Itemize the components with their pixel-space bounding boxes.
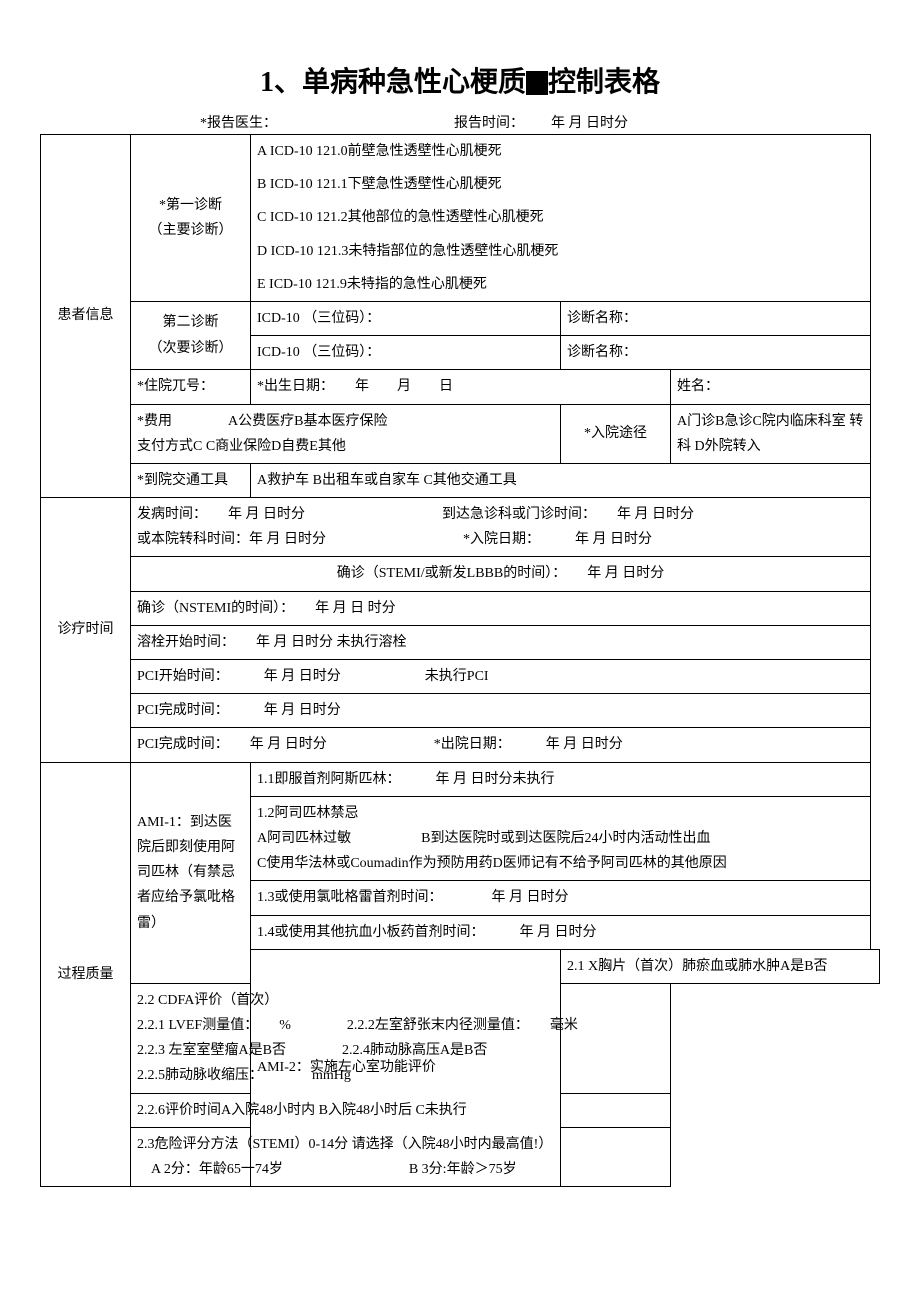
vehicle-opts[interactable]: A救护车 B出租车或自家车 C其他交通工具 bbox=[251, 463, 871, 497]
onset-arrive-row[interactable]: 发病时间： 年 月 日时分 到达急诊科或门诊时间： 年 月 日时分 或本院转科时… bbox=[131, 498, 871, 557]
stemi-confirm-row[interactable]: 确诊（STEMI/或新发LBBB的时间）： 年 月 日时分 bbox=[131, 557, 871, 591]
name-cell[interactable]: 姓名： bbox=[671, 370, 871, 404]
nstemi-confirm-row[interactable]: 确诊（NSTEMI的时间）： 年 月 日 时分 bbox=[131, 591, 871, 625]
report-meta: *报告医生： 报告时间： 年 月 日时分 bbox=[40, 112, 880, 132]
form-table: 患者信息 *第一诊断 （主要诊断） A ICD-10 121.0前壁急性透壁性心… bbox=[40, 134, 880, 1187]
ami1-4[interactable]: 1.4或使用其他抗血小板药首剂时间： 年 月 日时分 bbox=[251, 915, 871, 949]
diag1-b: B ICD-10 121.1下壁急性透壁性心肌梗死 bbox=[251, 168, 871, 201]
ami1-1[interactable]: 1.1即服首剂阿斯匹林： 年 月 日时分未执行 bbox=[251, 762, 871, 796]
ami2-3[interactable]: 2.3危险评分方法（STEMI）0-14分 请选择（入院48小时内最高值!） A… bbox=[131, 1127, 671, 1186]
page-title: 1、单病种急性心梗质控制表格 bbox=[40, 60, 880, 100]
hosp-no-label[interactable]: *住院兀号： bbox=[131, 370, 251, 404]
fee-cell[interactable]: *费用 A公费医疗B基本医疗保险 支付方式C C商业保险D自费E其他 bbox=[131, 404, 561, 463]
thrombolysis-row[interactable]: 溶栓开始时间： 年 月 日时分 未执行溶栓 bbox=[131, 625, 871, 659]
ami1-2[interactable]: 1.2阿司匹林禁忌 A阿司匹林过敏 B到达医院时或到达医院后24小时内活动性出血… bbox=[251, 796, 871, 881]
ami1-3[interactable]: 1.3或使用氯吡格雷首剂时间： 年 月 日时分 bbox=[251, 881, 871, 915]
ami2-1[interactable]: 2.1 X胸片（首次）肺瘀血或肺水肿A是B否 bbox=[561, 949, 880, 983]
admit-route-opts[interactable]: A门诊B急诊C院内临床科室 转 科 D外院转入 bbox=[671, 404, 871, 463]
diag2-name2[interactable]: 诊断名称： bbox=[561, 336, 871, 370]
redacted-icon bbox=[526, 71, 548, 95]
diag2-icd1[interactable]: ICD-10 （三位码）： bbox=[251, 301, 561, 335]
diag2-icd2[interactable]: ICD-10 （三位码）： bbox=[251, 336, 561, 370]
report-time-value: 年 月 日时分 bbox=[551, 116, 628, 131]
pci-done-row[interactable]: PCI完成时间： 年 月 日时分 bbox=[131, 694, 871, 728]
diag1-c: C ICD-10 121.2其他部位的急性透壁性心肌梗死 bbox=[251, 201, 871, 234]
diag2-name1[interactable]: 诊断名称： bbox=[561, 301, 871, 335]
report-time-label: 报告时间： bbox=[454, 116, 524, 131]
pci-done-discharge-row[interactable]: PCI完成时间： 年 月 日时分 *出院日期： 年 月 日时分 bbox=[131, 728, 871, 762]
section-quality: 过程质量 bbox=[41, 762, 131, 1187]
diag1-e: E ICD-10 121.9未特指的急性心肌梗死 bbox=[251, 268, 871, 302]
ami1-label: AMI-1：到达医院后即刻使用阿司匹林（有禁忌者应给予氯吡格雷） bbox=[131, 762, 251, 983]
report-doctor-label: *报告医生： bbox=[200, 116, 277, 131]
section-time: 诊疗时间 bbox=[41, 498, 131, 763]
ami2-26[interactable]: 2.2.6评价时间A入院48小时内 B入院48小时后 C未执行 bbox=[131, 1093, 671, 1127]
section-patient: 患者信息 bbox=[41, 135, 131, 498]
pci-start-row[interactable]: PCI开始时间： 年 月 日时分 未执行PCI bbox=[131, 660, 871, 694]
admit-route-label: *入院途径 bbox=[561, 404, 671, 463]
birth-cell[interactable]: *出生日期： 年 月 日 bbox=[251, 370, 671, 404]
diag2-label: 第二诊断 （次要诊断） bbox=[131, 301, 251, 369]
diag1-label: *第一诊断 （主要诊断） bbox=[131, 135, 251, 302]
diag1-a: A ICD-10 121.0前壁急性透壁性心肌梗死 bbox=[251, 135, 871, 169]
vehicle-label: *到院交通工具 bbox=[131, 463, 251, 497]
diag1-d: D ICD-10 121.3未特指部位的急性透壁性心肌梗死 bbox=[251, 235, 871, 268]
